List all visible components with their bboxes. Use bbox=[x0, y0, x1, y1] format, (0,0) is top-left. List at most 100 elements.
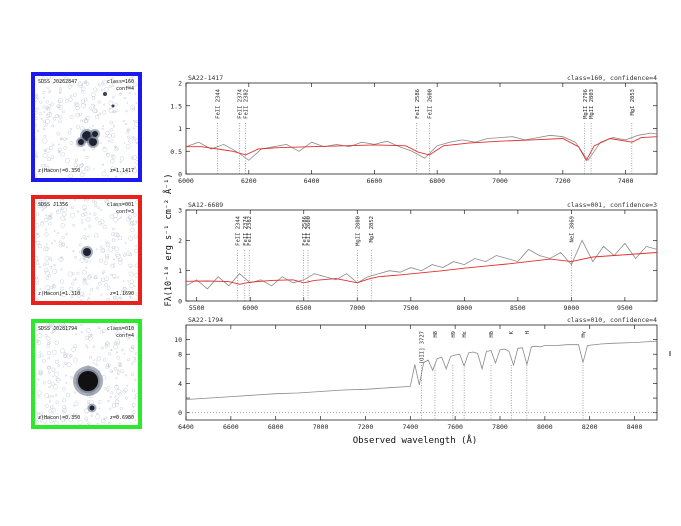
noise-contour bbox=[101, 127, 104, 130]
noise-contour bbox=[42, 120, 46, 124]
thumbnail-blue: SDSS J0262847 class=160 conf=4 z(Hacon)=… bbox=[31, 72, 142, 182]
noise-contour bbox=[88, 355, 93, 360]
noise-contour bbox=[58, 87, 62, 90]
noise-contour bbox=[46, 76, 51, 80]
noise-contour bbox=[74, 101, 78, 106]
noise-contour bbox=[55, 400, 59, 404]
noise-contour bbox=[35, 151, 38, 155]
noise-contour bbox=[55, 394, 58, 397]
noise-contour bbox=[73, 344, 77, 349]
noise-contour bbox=[35, 276, 39, 280]
noise-contour bbox=[126, 130, 130, 135]
noise-contour bbox=[80, 163, 84, 167]
noise-contour bbox=[119, 422, 121, 425]
noise-contour bbox=[50, 155, 55, 159]
noise-contour bbox=[111, 95, 115, 99]
noise-contour bbox=[128, 235, 134, 241]
noise-contour bbox=[57, 364, 60, 367]
noise-contour bbox=[123, 142, 126, 144]
noise-contour bbox=[105, 365, 109, 370]
noise-contour bbox=[116, 351, 119, 354]
noise-contour bbox=[43, 125, 46, 128]
noise-contour bbox=[69, 81, 75, 87]
noise-contour bbox=[48, 394, 52, 399]
noise-contour bbox=[110, 139, 114, 144]
noise-contour bbox=[56, 209, 61, 215]
noise-contour bbox=[51, 143, 55, 147]
noise-contour bbox=[40, 221, 44, 226]
noise-contour bbox=[71, 347, 77, 353]
noise-contour bbox=[62, 407, 67, 413]
noise-contour bbox=[42, 81, 45, 85]
noise-contour bbox=[35, 402, 38, 405]
noise-contour bbox=[107, 399, 110, 403]
noise-contour bbox=[61, 418, 66, 423]
noise-contour bbox=[115, 253, 121, 259]
noise-contour bbox=[35, 298, 39, 301]
noise-contour bbox=[130, 220, 135, 225]
noise-contour bbox=[35, 353, 38, 358]
x-tick-label: 6000 bbox=[178, 177, 194, 185]
y-tick-label: 0 bbox=[178, 298, 182, 306]
noise-contour bbox=[100, 248, 105, 254]
noise-contour bbox=[88, 333, 92, 338]
panel-meta: class=001, confidence=3 bbox=[567, 201, 657, 209]
noise-contour bbox=[43, 134, 47, 138]
noise-contour bbox=[50, 331, 53, 334]
noise-contour bbox=[98, 407, 101, 410]
noise-contour bbox=[49, 111, 52, 114]
noise-contour bbox=[65, 392, 71, 398]
thumb-class: class=001 bbox=[106, 202, 134, 208]
noise-contour bbox=[62, 398, 67, 403]
noise-contour bbox=[84, 228, 87, 230]
noise-contour bbox=[48, 222, 52, 226]
noise-contour bbox=[46, 336, 51, 341]
noise-contour bbox=[122, 287, 127, 292]
noise-contour bbox=[77, 82, 83, 88]
noise-contour bbox=[133, 359, 137, 363]
noise-contour bbox=[103, 169, 106, 172]
noise-contour bbox=[58, 256, 64, 263]
noise-contour bbox=[111, 403, 117, 408]
noise-contour bbox=[65, 232, 68, 236]
noise-contour bbox=[35, 212, 40, 217]
noise-contour bbox=[46, 351, 51, 356]
galaxy-blob bbox=[81, 246, 93, 258]
noise-contour bbox=[56, 131, 61, 136]
noise-contour bbox=[108, 84, 112, 89]
noise-contour bbox=[62, 76, 66, 78]
noise-contour bbox=[73, 163, 78, 168]
y-tick-label: 1.5 bbox=[170, 102, 182, 110]
noise-contour bbox=[56, 209, 59, 213]
noise-contour bbox=[88, 212, 92, 215]
noise-contour bbox=[41, 209, 44, 212]
noise-contour bbox=[117, 370, 121, 374]
galaxy-core bbox=[78, 139, 84, 145]
spectral-line-label: FeII 2600 bbox=[427, 89, 433, 119]
noise-contour bbox=[96, 114, 99, 117]
noise-contour bbox=[52, 384, 58, 390]
noise-contour bbox=[118, 217, 120, 220]
noise-contour bbox=[94, 233, 99, 238]
thumb-z: z(Hacon)=0.350 bbox=[38, 168, 81, 174]
noise-contour bbox=[115, 146, 118, 150]
noise-contour bbox=[80, 298, 83, 301]
noise-contour bbox=[76, 165, 80, 169]
noise-contour bbox=[115, 109, 119, 113]
noise-contour bbox=[52, 82, 55, 85]
spectral-line-label: MgI 2852 bbox=[369, 216, 375, 243]
noise-contour bbox=[100, 208, 103, 211]
spectral-line-label: MgII 2796 bbox=[583, 89, 589, 119]
noise-contour bbox=[104, 276, 110, 282]
noise-contour bbox=[81, 213, 85, 217]
noise-contour bbox=[97, 83, 101, 87]
noise-contour bbox=[36, 96, 39, 99]
noise-contour bbox=[123, 352, 126, 355]
noise-contour bbox=[90, 414, 94, 417]
noise-contour bbox=[45, 214, 48, 217]
noise-contour bbox=[82, 270, 87, 275]
spectral-line-label: FeII 2374 bbox=[237, 88, 243, 118]
noise-contour bbox=[89, 288, 94, 292]
noise-contour bbox=[115, 339, 121, 344]
noise-contour bbox=[130, 227, 135, 233]
